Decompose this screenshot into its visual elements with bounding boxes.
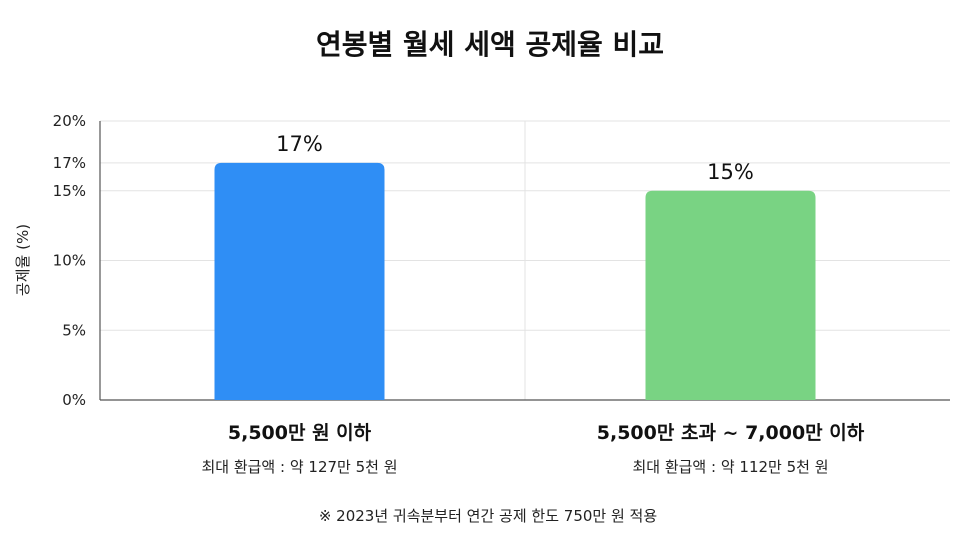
y-tick-label: 15% xyxy=(53,182,86,200)
y-tick-label: 0% xyxy=(62,391,86,409)
y-tick-label: 10% xyxy=(53,252,86,270)
x-category-sublabel: 최대 환급액 : 약 127만 5천 원 xyxy=(201,458,397,476)
y-tick-label: 5% xyxy=(62,321,86,339)
x-category-label: 5,500만 초과 ~ 7,000만 이하 xyxy=(597,422,865,444)
y-tick-label: 17% xyxy=(53,154,86,172)
x-category-sublabel: 최대 환급액 : 약 112만 5천 원 xyxy=(632,458,828,476)
bar-value-label: 17% xyxy=(276,132,323,156)
y-tick-label: 20% xyxy=(53,112,86,130)
bar-value-label: 15% xyxy=(707,160,754,184)
bar xyxy=(645,190,816,400)
bar xyxy=(214,162,385,400)
x-category-label: 5,500만 원 이하 xyxy=(228,422,372,444)
chart-title: 연봉별 월세 세액 공제율 비교 xyxy=(316,28,664,61)
y-axis-label: 공제율 (%) xyxy=(14,224,32,296)
footnote: ※ 2023년 귀속분부터 연간 공제 한도 750만 원 적용 xyxy=(319,507,657,525)
bars: 17% 15% xyxy=(214,132,816,400)
